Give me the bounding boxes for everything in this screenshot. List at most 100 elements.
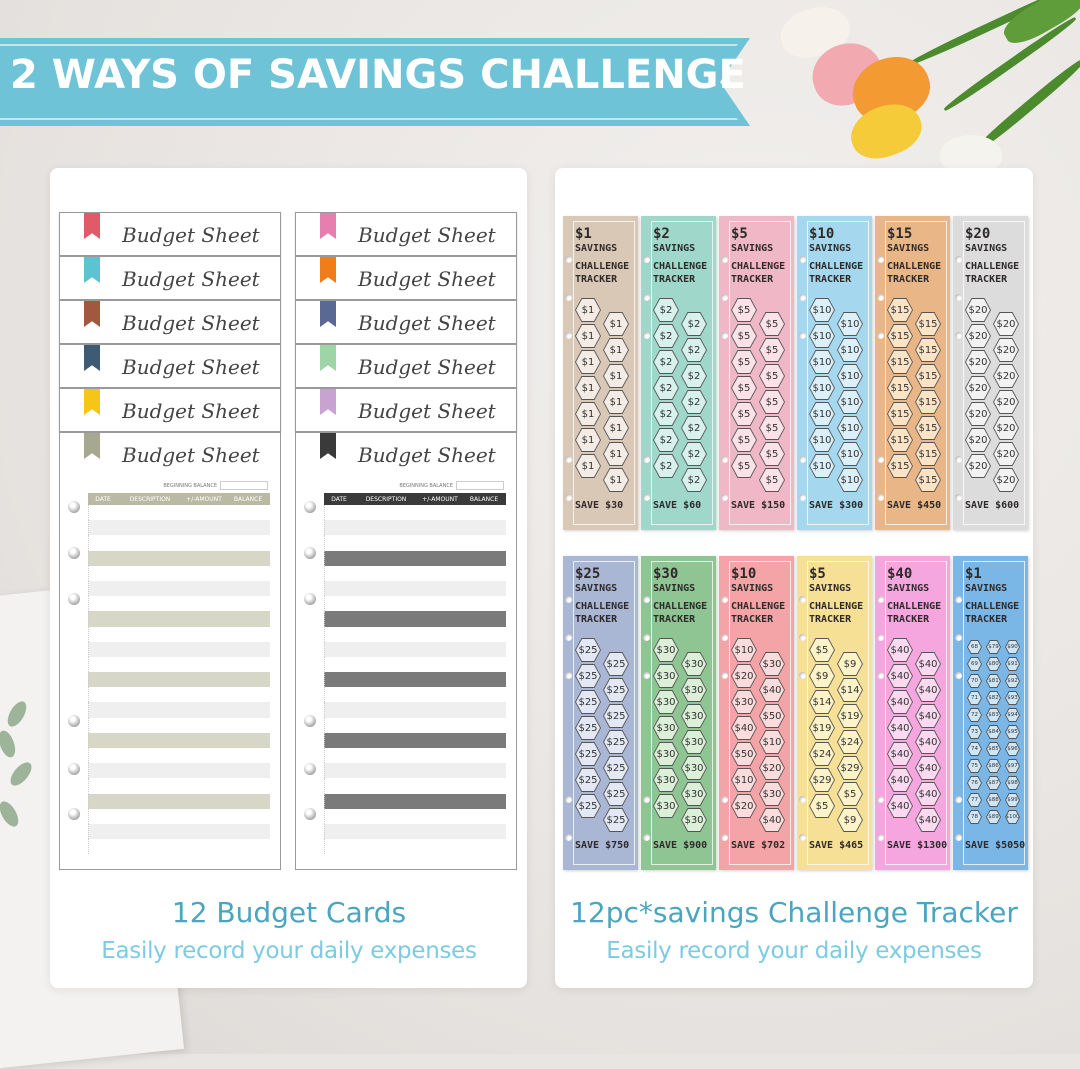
binder-hole bbox=[643, 596, 650, 603]
table-row bbox=[324, 823, 506, 840]
tracker-savings-word: SAVINGS bbox=[575, 583, 618, 594]
tracker-subtitle: CHALLENGE TRACKER bbox=[809, 261, 864, 285]
binder-hole bbox=[721, 634, 728, 641]
tracker-savings-word: SAVINGS bbox=[731, 243, 774, 254]
tracker-title: $1 SAVINGS bbox=[965, 566, 1025, 595]
tracker-savings-word: SAVINGS bbox=[965, 583, 1008, 594]
hex-value: $19 bbox=[810, 717, 834, 739]
hex-value: $5 bbox=[760, 417, 784, 439]
tracker-subtitle: CHALLENGE TRACKER bbox=[653, 261, 708, 285]
binder-hole bbox=[721, 834, 728, 841]
table-row bbox=[88, 672, 270, 688]
hex-value: 69 bbox=[968, 658, 981, 670]
hex-value: $5 bbox=[732, 351, 756, 373]
card-border bbox=[729, 221, 791, 525]
card-border bbox=[963, 221, 1025, 525]
hex-value: $96 bbox=[1006, 743, 1019, 755]
binder-hole bbox=[721, 796, 728, 803]
table-row bbox=[324, 520, 506, 536]
tracker-subtitle: CHALLENGE TRACKER bbox=[575, 261, 630, 285]
tracker-title: $15 SAVINGS bbox=[887, 226, 947, 255]
card-border bbox=[885, 561, 947, 865]
tracker-amount: $10 bbox=[809, 226, 835, 242]
bookmark-ribbon-icon bbox=[320, 257, 336, 283]
hex-value: $40 bbox=[888, 717, 912, 739]
hex-value: $20 bbox=[966, 299, 990, 321]
hex-value: $40 bbox=[916, 809, 940, 831]
hex-value: $10 bbox=[838, 469, 862, 491]
hex-value: $14 bbox=[810, 691, 834, 713]
hex-value: $1 bbox=[576, 325, 600, 347]
hex-cell: 78 bbox=[967, 810, 982, 824]
hex-value: $15 bbox=[916, 443, 940, 465]
hex-value: $10 bbox=[810, 377, 834, 399]
hex-cell: $91 bbox=[1005, 657, 1020, 671]
hex-value: $25 bbox=[576, 665, 600, 687]
title-banner bbox=[0, 38, 750, 126]
budget-subcaption: Easily record your daily expenses bbox=[101, 938, 477, 964]
binder-hole bbox=[721, 256, 728, 263]
hex-cell: $20 bbox=[993, 416, 1019, 440]
binder-hole bbox=[304, 593, 316, 605]
hex-value: $1 bbox=[604, 443, 628, 465]
hex-value: $25 bbox=[604, 705, 628, 727]
hex-cell: $5 bbox=[759, 390, 785, 414]
bookmark-ribbon-icon bbox=[84, 389, 100, 415]
hex-value: $10 bbox=[838, 417, 862, 439]
hex-cell: $80 bbox=[986, 657, 1001, 671]
budget-sheet-title: Budget Sheet bbox=[358, 355, 496, 379]
binder-hole bbox=[304, 501, 316, 513]
tracker-save-total: SAVE $60 bbox=[653, 500, 702, 511]
hex-value: $15 bbox=[888, 403, 912, 425]
binder-hole bbox=[799, 634, 806, 641]
hex-cell: $1 bbox=[603, 416, 629, 440]
hex-value: $1 bbox=[576, 351, 600, 373]
hex-cell: $85 bbox=[986, 742, 1001, 756]
binder-hole bbox=[565, 456, 572, 463]
budget-sheet-title: Budget Sheet bbox=[358, 267, 496, 291]
tracker-save-total: SAVE $30 bbox=[575, 500, 624, 511]
hex-value: $1 bbox=[604, 469, 628, 491]
tracker-save-total: SAVE $5050 bbox=[965, 840, 1026, 851]
tracker-title: $20 SAVINGS bbox=[965, 226, 1025, 255]
hex-value: $10 bbox=[838, 365, 862, 387]
hex-value: $40 bbox=[916, 757, 940, 779]
hex-value: $29 bbox=[838, 757, 862, 779]
hex-cell: $92 bbox=[1005, 674, 1020, 688]
hex-value: $10 bbox=[810, 429, 834, 451]
hex-value: $20 bbox=[966, 455, 990, 477]
hex-value: $80 bbox=[987, 658, 1000, 670]
hex-value: $9 bbox=[838, 809, 862, 831]
table-header: DATE DESCRIPTION +/-AMOUNT BALANCE bbox=[324, 493, 506, 505]
bookmark-ribbon-icon bbox=[84, 433, 100, 459]
savings-tracker-card: $30 SAVINGS CHALLENGE TRACKER SAVE $900 $30 $… bbox=[641, 556, 716, 870]
tracker-subcaption: Easily record your daily expenses bbox=[606, 938, 982, 964]
hex-value: $20 bbox=[994, 339, 1018, 361]
table-row bbox=[324, 626, 506, 642]
hex-value: $10 bbox=[732, 639, 756, 661]
hex-value: $2 bbox=[682, 469, 706, 491]
budget-sheet-title: Budget Sheet bbox=[358, 443, 496, 467]
tracker-subtitle: CHALLENGE TRACKER bbox=[731, 261, 786, 285]
binder-hole bbox=[565, 332, 572, 339]
budget-sheet-tab: Budget Sheet bbox=[59, 300, 281, 344]
hex-cell: 71 bbox=[967, 691, 982, 705]
column-header: BALANCE bbox=[233, 495, 263, 503]
hex-value: $15 bbox=[888, 299, 912, 321]
table-row bbox=[324, 535, 506, 551]
hex-cell: $97 bbox=[1005, 759, 1020, 773]
hex-cell: 68 bbox=[967, 640, 982, 654]
table-row bbox=[88, 505, 270, 521]
hex-value: $20 bbox=[966, 429, 990, 451]
hex-value: $20 bbox=[760, 757, 784, 779]
binder-hole bbox=[877, 456, 884, 463]
hex-value: $30 bbox=[682, 653, 706, 675]
hex-value: $1 bbox=[576, 455, 600, 477]
binder-hole bbox=[721, 672, 728, 679]
hex-value: 76 bbox=[968, 777, 981, 789]
hex-value: $15 bbox=[916, 339, 940, 361]
hex-value: $15 bbox=[888, 429, 912, 451]
binder-hole bbox=[877, 256, 884, 263]
hex-value: $5 bbox=[838, 783, 862, 805]
table-row bbox=[88, 626, 270, 642]
